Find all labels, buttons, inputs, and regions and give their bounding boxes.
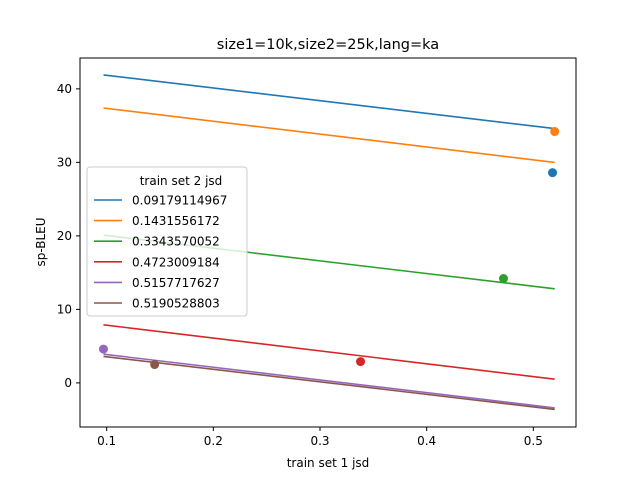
x-axis: 0.1 0.2 0.3 0.4 0.5 <box>97 427 543 448</box>
series-line <box>103 355 555 411</box>
series-4 <box>98 344 555 409</box>
y-axis-label: sp-BLEU <box>34 217 48 266</box>
x-tick-label: 0.1 <box>97 434 116 448</box>
series-point <box>548 168 558 178</box>
legend-title: train set 2 jsd <box>140 174 223 188</box>
series-point <box>356 357 366 367</box>
x-tick-label: 0.2 <box>204 434 223 448</box>
series-line <box>103 324 555 380</box>
y-tick-label: 40 <box>57 82 72 96</box>
series-5 <box>103 355 555 411</box>
x-tick-label: 0.5 <box>524 434 543 448</box>
legend: train set 2 jsd 0.09179114967 0.143155617… <box>86 166 248 317</box>
legend-entry-label: 0.4723009184 <box>132 255 220 269</box>
series-point <box>550 127 560 137</box>
x-tick-label: 0.4 <box>417 434 436 448</box>
series-1 <box>103 107 560 164</box>
series-0 <box>103 74 558 178</box>
x-axis-label: train set 1 jsd <box>287 456 370 470</box>
y-tick-label: 30 <box>57 155 72 169</box>
legend-entry-label: 0.3343570052 <box>132 235 220 249</box>
series-point <box>498 274 508 284</box>
y-tick-label: 0 <box>64 376 72 390</box>
y-tick-label: 10 <box>57 302 72 316</box>
chart-title: size1=10k,size2=25k,lang=ka <box>217 37 439 53</box>
legend-entry-label: 0.1431556172 <box>132 214 220 228</box>
series-point <box>98 344 108 354</box>
legend-box <box>86 166 248 317</box>
series-line <box>103 353 555 409</box>
series-line <box>103 74 555 130</box>
series-3 <box>103 324 555 380</box>
series-point <box>150 360 160 370</box>
plot-frame <box>79 57 577 428</box>
legend-entry-label: 0.5157717627 <box>132 276 220 290</box>
legend-entry-label: 0.5190528803 <box>132 297 220 311</box>
y-tick-label: 20 <box>57 229 72 243</box>
legend-entry-label: 0.09179114967 <box>132 194 227 208</box>
series-line <box>103 107 555 164</box>
y-axis: 0 10 20 30 40 <box>57 82 80 390</box>
x-tick-label: 0.3 <box>310 434 329 448</box>
